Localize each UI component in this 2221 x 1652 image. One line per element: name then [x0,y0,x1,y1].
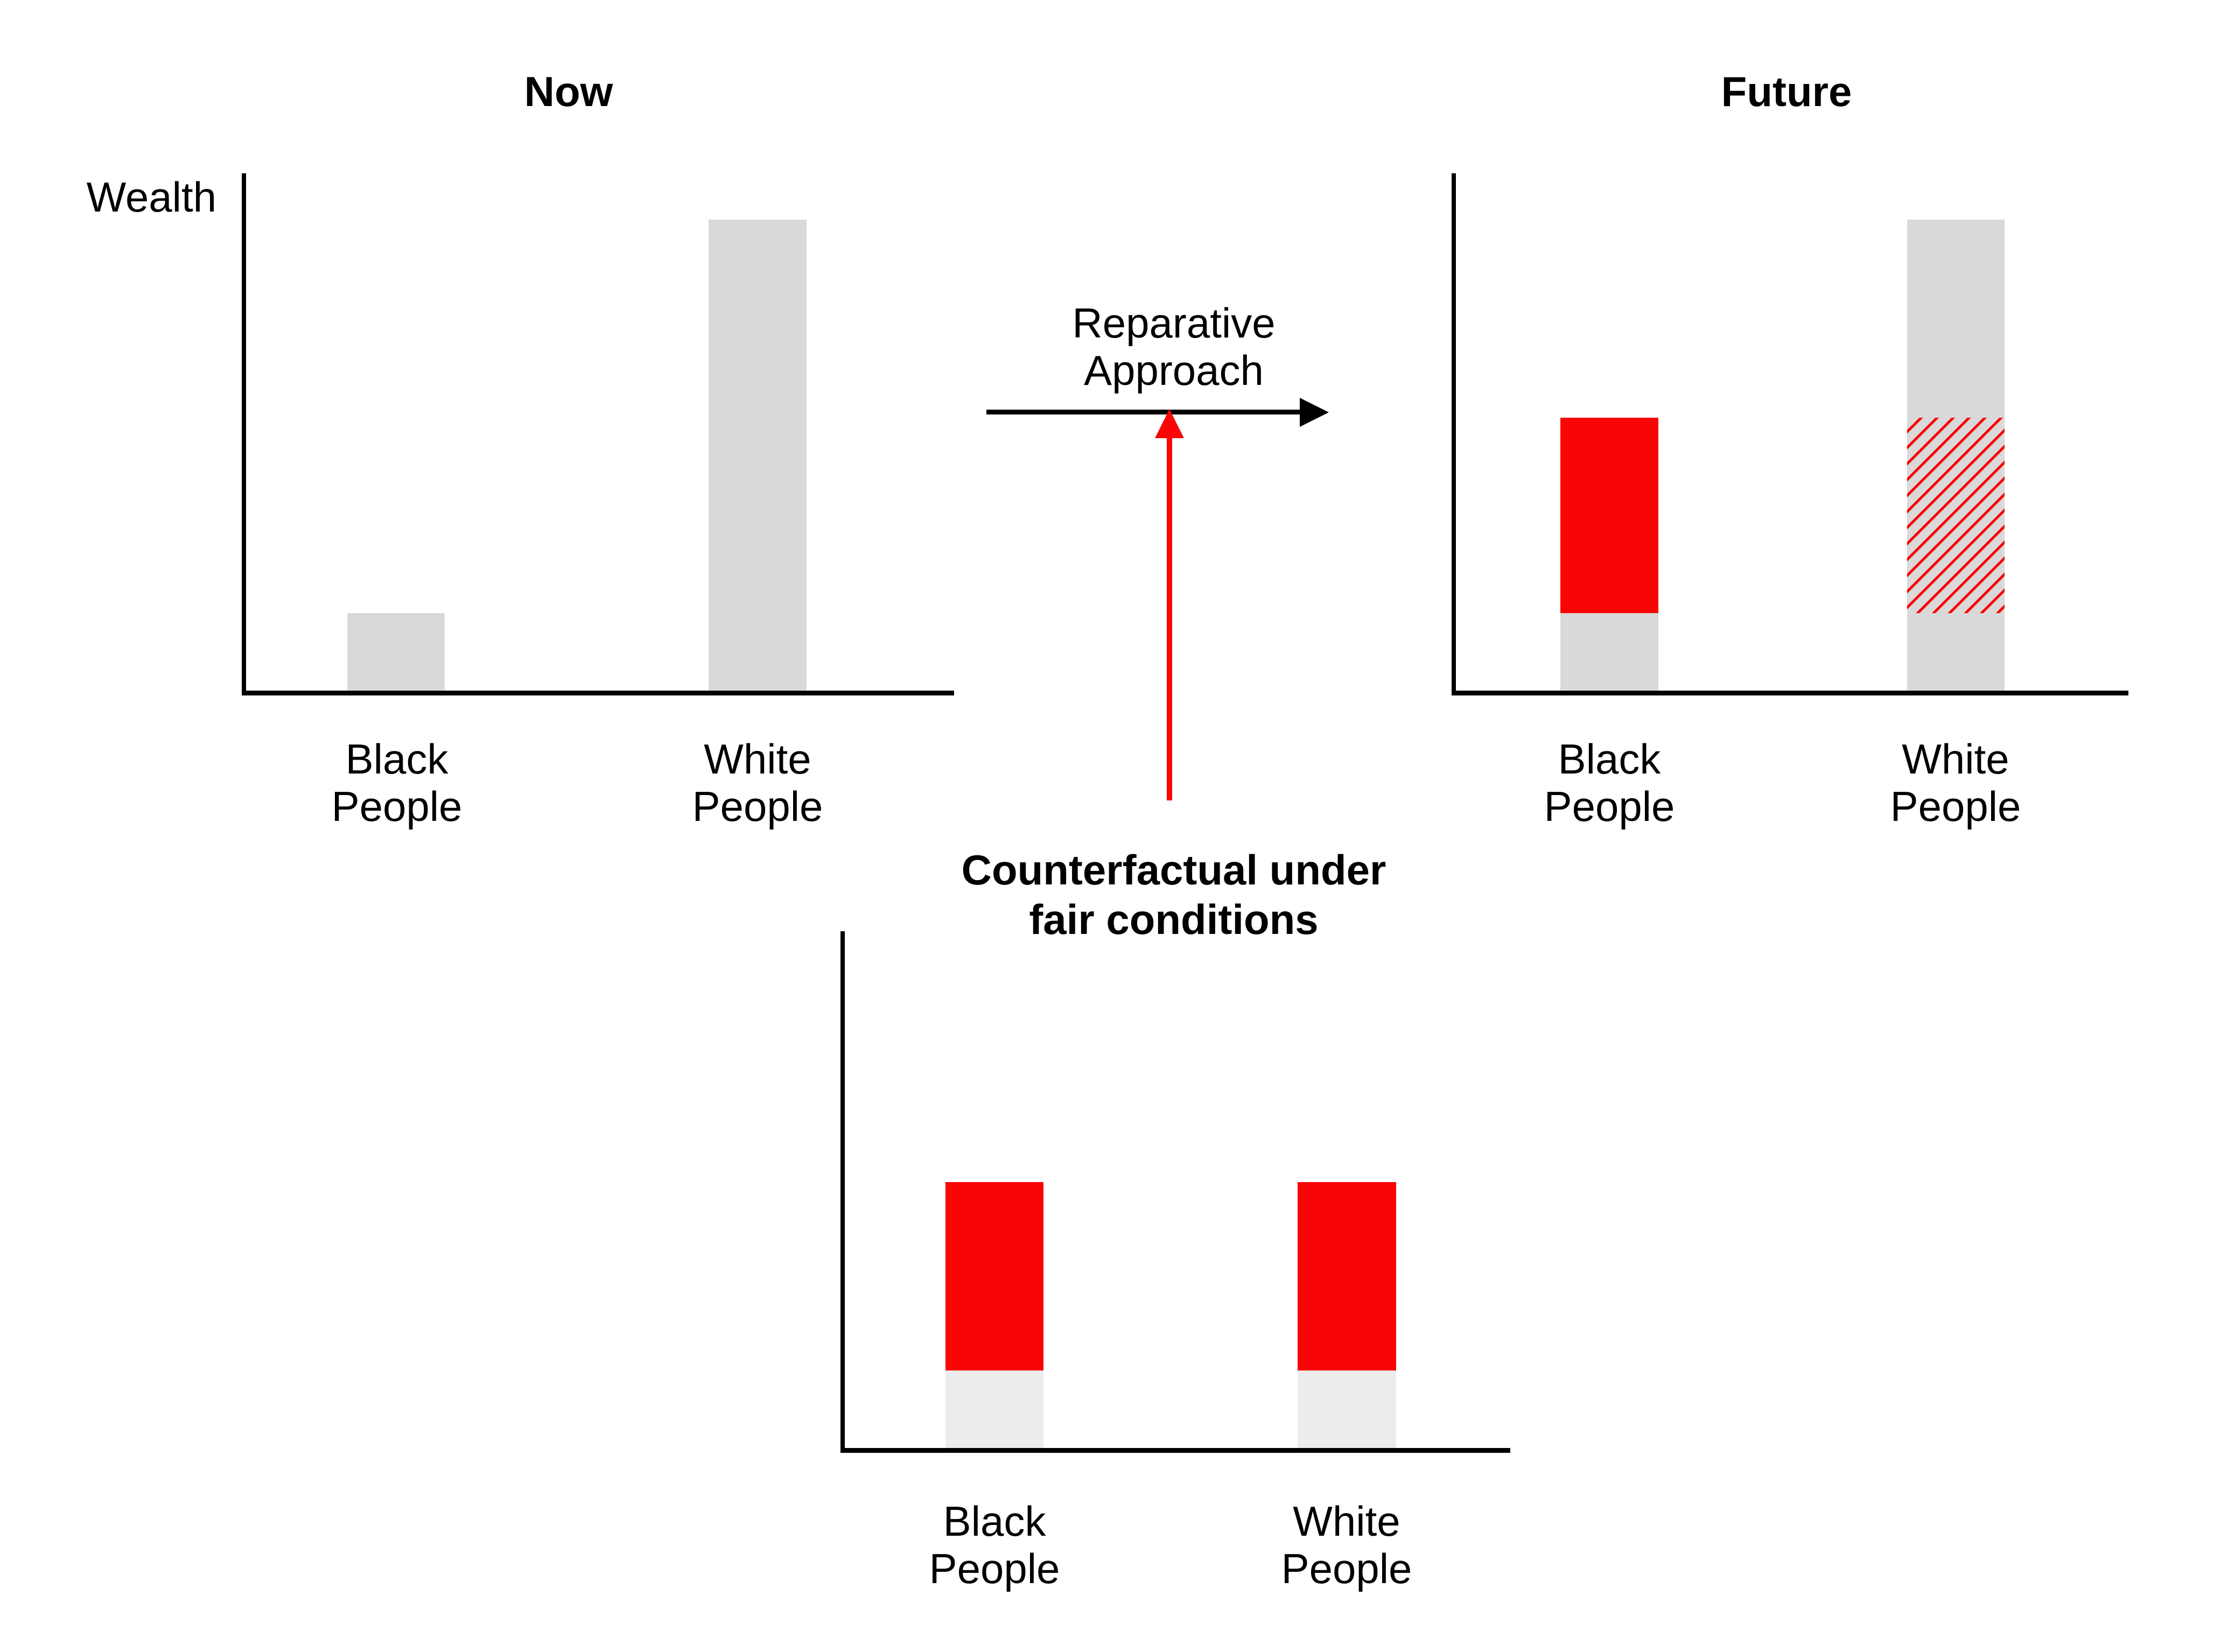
counterfactual-category-label-black-people: Black People [929,1498,1060,1592]
future-y-axis [1452,173,1456,695]
bar-segment-red [1560,417,1658,613]
bar-segment-gray [1907,613,2005,691]
now-category-label-white-people: White People [692,735,823,830]
bar-segment-hatched [1907,417,2005,613]
bar-segment-light_gray [945,1370,1043,1448]
now-y-axis [242,173,246,695]
bar-segment-red [1298,1182,1396,1370]
future-x-axis [1452,691,2128,695]
future-category-label-black-people: Black People [1544,735,1675,830]
counterfactual-arrow-shaft [1167,437,1172,800]
bar-segment-gray [1560,613,1658,691]
bar-segment-red [945,1182,1043,1370]
future-category-label-white-people: White People [1890,735,2021,830]
bar-now-black-people [347,613,445,691]
counterfactual-y-axis [840,931,845,1452]
reparative-arrow-shaft [986,410,1302,414]
bar-future-white-people [1907,220,2005,691]
counterfactual-x-axis [840,1448,1510,1453]
chart-title-future: Future [1721,68,1852,115]
up-arrowhead-icon [1155,409,1184,438]
bar-segment-gray [709,220,807,691]
now-x-axis [242,691,954,695]
bar-counterfactual-white-people [1298,1182,1396,1448]
bar-segment-gray [347,613,445,691]
counterfactual-category-label-white-people: White People [1281,1498,1412,1592]
chart-title-now: Now [524,68,613,115]
bar-segment-light_gray [1298,1370,1396,1448]
now-category-label-black-people: Black People [331,735,463,830]
chart-title-counterfactual: Counterfactual under fair conditions [961,846,1386,943]
reparative-approach-label: Reparative Approach [1072,299,1276,394]
bar-segment-gray [1907,220,2005,418]
bar-now-white-people [709,220,807,691]
bar-future-black-people [1560,417,1658,691]
y-axis-label-wealth: Wealth [86,173,216,221]
bar-counterfactual-black-people [945,1182,1043,1448]
right-arrowhead-icon [1300,398,1329,427]
